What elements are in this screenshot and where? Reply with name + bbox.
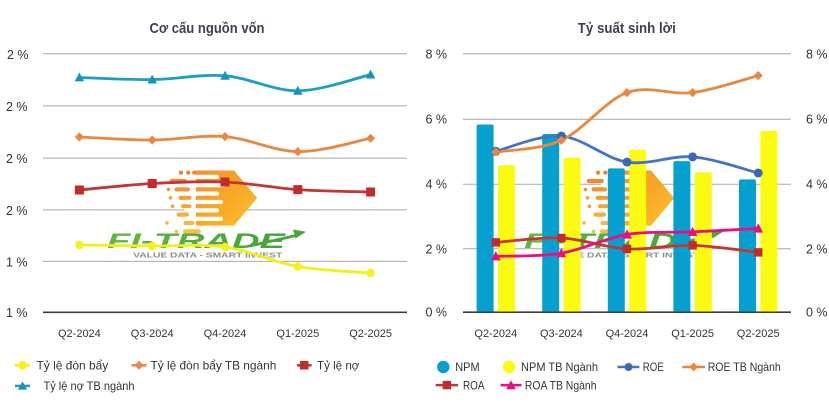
- svg-text:ROA TB Ngành: ROA TB Ngành: [525, 378, 597, 392]
- svg-text:1 %: 1 %: [6, 256, 28, 270]
- svg-text:Cơ cấu nguồn vốn: Cơ cấu nguồn vốn: [150, 20, 265, 37]
- svg-text:Q1-2025: Q1-2025: [671, 328, 714, 340]
- svg-text:0 %: 0 %: [425, 306, 447, 320]
- svg-text:6 %: 6 %: [806, 113, 828, 127]
- svg-text:NPM TB Ngành: NPM TB Ngành: [521, 360, 598, 374]
- svg-text:2 %: 2 %: [425, 242, 447, 256]
- svg-text:NPM: NPM: [455, 360, 479, 374]
- svg-text:1 %: 1 %: [6, 306, 28, 320]
- svg-text:2 %: 2 %: [6, 100, 28, 114]
- svg-text:8 %: 8 %: [425, 47, 447, 61]
- svg-text:Q2-2024: Q2-2024: [58, 328, 101, 340]
- svg-text:Q4-2024: Q4-2024: [606, 328, 649, 340]
- svg-text:6 %: 6 %: [425, 113, 447, 127]
- svg-text:2 %: 2 %: [7, 48, 29, 62]
- svg-text:ROE TB Ngành: ROE TB Ngành: [708, 360, 781, 374]
- svg-text:Q3-2024: Q3-2024: [540, 328, 583, 340]
- svg-text:Tỷ lệ đòn bẩy: Tỷ lệ đòn bẩy: [37, 359, 109, 373]
- svg-text:Q2-2024: Q2-2024: [474, 328, 517, 340]
- svg-text:4 %: 4 %: [425, 178, 447, 192]
- svg-text:ROA: ROA: [463, 378, 485, 392]
- svg-text:Tỷ suất sinh lời: Tỷ suất sinh lời: [578, 20, 676, 37]
- svg-text:Q3-2024: Q3-2024: [131, 328, 174, 340]
- svg-text:0 %: 0 %: [806, 306, 828, 320]
- svg-text:Q2-2025: Q2-2025: [349, 328, 392, 340]
- svg-text:2 %: 2 %: [6, 152, 28, 166]
- svg-text:2 %: 2 %: [806, 242, 828, 256]
- svg-text:Q1-2025: Q1-2025: [276, 328, 319, 340]
- svg-text:Tỷ lệ đòn bẩy TB ngành: Tỷ lệ đòn bẩy TB ngành: [151, 359, 277, 373]
- svg-text:Tỷ lệ nợ TB ngành: Tỷ lệ nợ TB ngành: [44, 379, 135, 393]
- svg-text:ROE: ROE: [643, 360, 664, 374]
- svg-text:Q2-2025: Q2-2025: [737, 328, 780, 340]
- svg-text:2 %: 2 %: [6, 204, 28, 218]
- svg-text:Q4-2024: Q4-2024: [204, 328, 247, 340]
- svg-text:4 %: 4 %: [806, 178, 828, 192]
- svg-text:8 %: 8 %: [806, 47, 828, 61]
- svg-text:Tỷ lệ nợ: Tỷ lệ nợ: [317, 359, 360, 373]
